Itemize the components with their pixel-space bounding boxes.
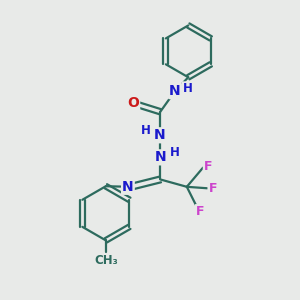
Text: O: O bbox=[127, 96, 139, 110]
Text: H: H bbox=[182, 82, 192, 95]
Text: F: F bbox=[196, 205, 204, 218]
Text: F: F bbox=[204, 160, 212, 173]
Text: N: N bbox=[169, 84, 181, 98]
Text: H: H bbox=[169, 146, 179, 159]
Text: H: H bbox=[141, 124, 151, 137]
Text: N: N bbox=[154, 150, 166, 164]
Text: N: N bbox=[122, 180, 134, 194]
Text: CH₃: CH₃ bbox=[94, 254, 118, 267]
Text: F: F bbox=[208, 182, 217, 195]
Text: N: N bbox=[154, 128, 166, 142]
